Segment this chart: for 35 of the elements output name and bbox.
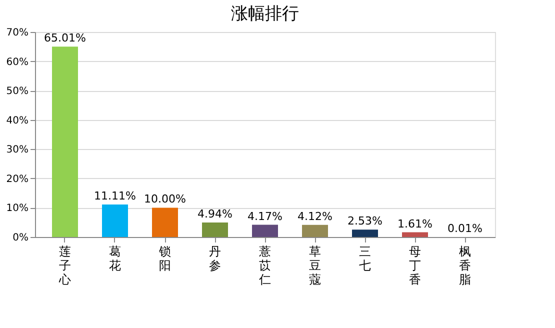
bar	[152, 208, 178, 237]
bar	[352, 230, 378, 237]
data-label: 11.11%	[94, 189, 136, 202]
chart-title: 涨幅排行	[231, 4, 299, 24]
x-tick-label: 枫香脂	[459, 244, 471, 286]
data-label: 4.94%	[198, 208, 232, 221]
x-tick-label: 锁阳	[158, 244, 171, 272]
y-tick-label: 40%	[6, 115, 28, 126]
x-tick-label: 葛花	[109, 244, 121, 272]
bar	[252, 224, 278, 237]
y-tick-label: 70%	[6, 28, 28, 38]
data-label: 1.61%	[398, 217, 432, 230]
y-tick-label: 0%	[12, 232, 28, 244]
x-tick-label: 薏苡仁	[258, 244, 271, 286]
x-tick-label: 草豆蔻	[309, 244, 321, 286]
data-label: 4.12%	[298, 210, 332, 223]
bar	[202, 222, 228, 237]
bar	[302, 224, 328, 237]
y-tick-label: 10%	[6, 203, 28, 214]
x-tick-label: 三七	[359, 244, 371, 272]
x-tick-label: 莲子心	[58, 244, 71, 286]
bar	[102, 204, 128, 237]
bar	[402, 232, 428, 237]
y-tick-label: 60%	[6, 56, 28, 68]
data-label: 65.01%	[44, 32, 86, 45]
data-label: 0.01%	[448, 222, 482, 235]
data-label: 2.53%	[348, 214, 382, 228]
x-tick-label: 丹参	[209, 244, 221, 272]
data-label: 4.17%	[248, 210, 282, 223]
y-tick-label: 30%	[6, 144, 28, 156]
y-tick-label: 50%	[6, 86, 28, 98]
bar	[52, 46, 78, 237]
data-label: 10.00%	[144, 192, 186, 206]
x-tick-label: 母丁香	[409, 244, 421, 286]
y-tick-label: 20%	[6, 174, 28, 185]
